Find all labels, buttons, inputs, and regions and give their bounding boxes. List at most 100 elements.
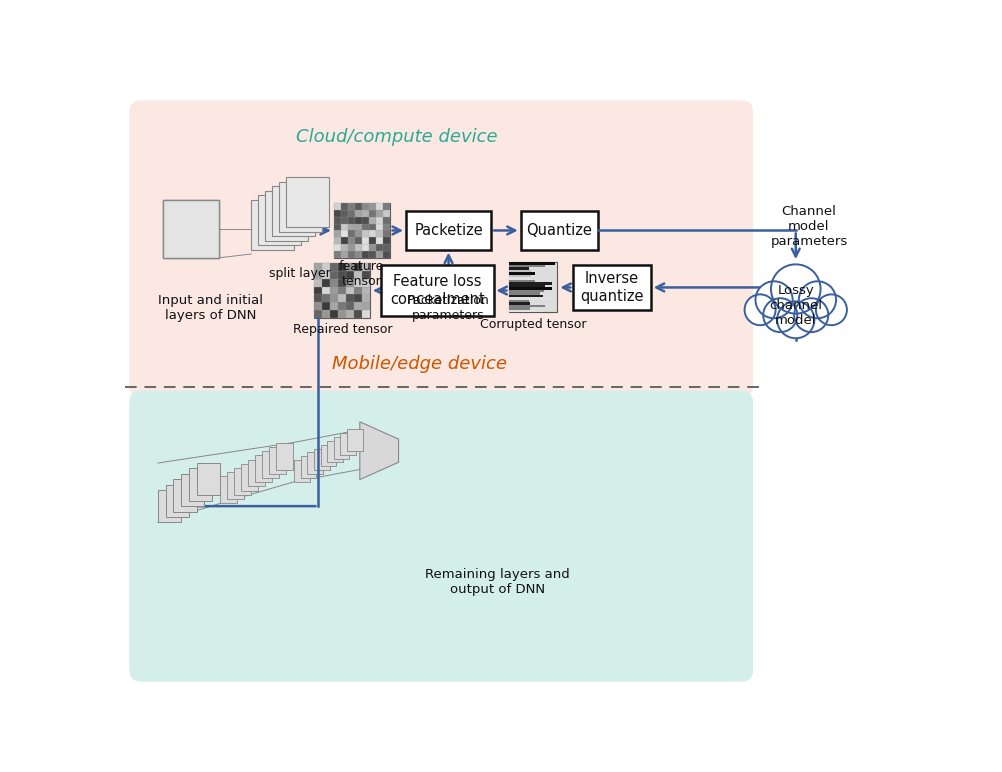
Bar [348, 244, 355, 251]
Bar [272, 186, 315, 236]
Bar [362, 279, 370, 286]
Bar [330, 303, 338, 310]
Bar [173, 479, 196, 512]
Bar [369, 203, 376, 210]
Bar [383, 244, 389, 251]
Bar [509, 303, 529, 305]
Bar [294, 460, 310, 482]
Bar [376, 231, 383, 238]
Bar [348, 231, 355, 238]
Bar [334, 437, 349, 459]
Bar [346, 262, 354, 271]
Bar [383, 217, 389, 224]
Bar [362, 271, 370, 279]
Bar [354, 279, 362, 286]
Bar [322, 271, 330, 279]
Bar [330, 310, 338, 318]
Text: feature
tensor: feature tensor [339, 260, 384, 289]
Circle shape [771, 264, 820, 313]
Bar [509, 293, 539, 295]
Bar [369, 251, 376, 258]
Text: Cloud/compute device: Cloud/compute device [296, 127, 497, 146]
Bar [338, 262, 346, 271]
FancyBboxPatch shape [381, 265, 493, 316]
Bar [369, 224, 376, 231]
Bar [376, 210, 383, 217]
Bar [362, 294, 370, 303]
Bar [347, 429, 362, 451]
Bar [348, 238, 355, 244]
Bar [362, 210, 369, 217]
Bar [341, 244, 348, 251]
Bar [322, 262, 330, 271]
Bar [341, 217, 348, 224]
Bar [348, 224, 355, 231]
Bar [354, 303, 362, 310]
Bar [330, 294, 338, 303]
Text: Lossy
channel
model: Lossy channel model [769, 284, 822, 327]
Bar [334, 224, 341, 231]
Circle shape [798, 281, 836, 318]
Circle shape [815, 294, 846, 325]
Bar [330, 286, 338, 294]
Bar [509, 295, 542, 297]
Bar [334, 203, 341, 210]
Text: Channel
model
parameters: Channel model parameters [770, 205, 847, 248]
Bar [362, 224, 369, 231]
Bar [334, 210, 341, 217]
Bar [259, 195, 301, 245]
Bar [362, 238, 369, 244]
Bar [279, 181, 322, 232]
Text: Mobile/edge device: Mobile/edge device [332, 354, 507, 373]
Bar [362, 217, 369, 224]
Bar [362, 203, 369, 210]
Bar [354, 294, 362, 303]
Bar [330, 262, 338, 271]
Bar [321, 445, 336, 466]
Bar [509, 285, 544, 287]
Text: Feature loss
concealment: Feature loss concealment [390, 274, 484, 306]
Bar [369, 231, 376, 238]
Circle shape [743, 294, 775, 325]
Bar [355, 231, 362, 238]
Bar [509, 273, 534, 275]
Bar [334, 251, 341, 258]
Bar [383, 238, 389, 244]
Bar [346, 279, 354, 286]
Bar [322, 303, 330, 310]
Bar [338, 271, 346, 279]
Bar [509, 262, 555, 265]
Polygon shape [360, 422, 398, 479]
Bar [369, 244, 376, 251]
Bar [334, 238, 341, 244]
Bar [334, 203, 389, 258]
Bar [338, 279, 346, 286]
FancyBboxPatch shape [520, 212, 597, 249]
Bar [322, 286, 330, 294]
Bar [509, 275, 531, 277]
Bar [362, 310, 370, 318]
Bar [355, 210, 362, 217]
Bar [276, 442, 293, 469]
Bar [509, 287, 551, 290]
Circle shape [777, 301, 814, 338]
Bar [355, 251, 362, 258]
Bar [327, 441, 343, 462]
Bar [355, 244, 362, 251]
Bar [163, 200, 218, 258]
Bar [341, 238, 348, 244]
Bar [341, 251, 348, 258]
Text: Input and initial
layers of DNN: Input and initial layers of DNN [158, 294, 263, 323]
Bar [509, 300, 528, 303]
Bar [334, 231, 341, 238]
Bar [322, 294, 330, 303]
Bar [240, 464, 258, 491]
Bar [355, 203, 362, 210]
FancyBboxPatch shape [129, 100, 753, 397]
Bar [346, 303, 354, 310]
Bar [315, 294, 322, 303]
Bar [338, 310, 346, 318]
Text: Repaired tensor: Repaired tensor [293, 323, 392, 336]
Bar [315, 262, 370, 318]
Bar [157, 490, 181, 523]
